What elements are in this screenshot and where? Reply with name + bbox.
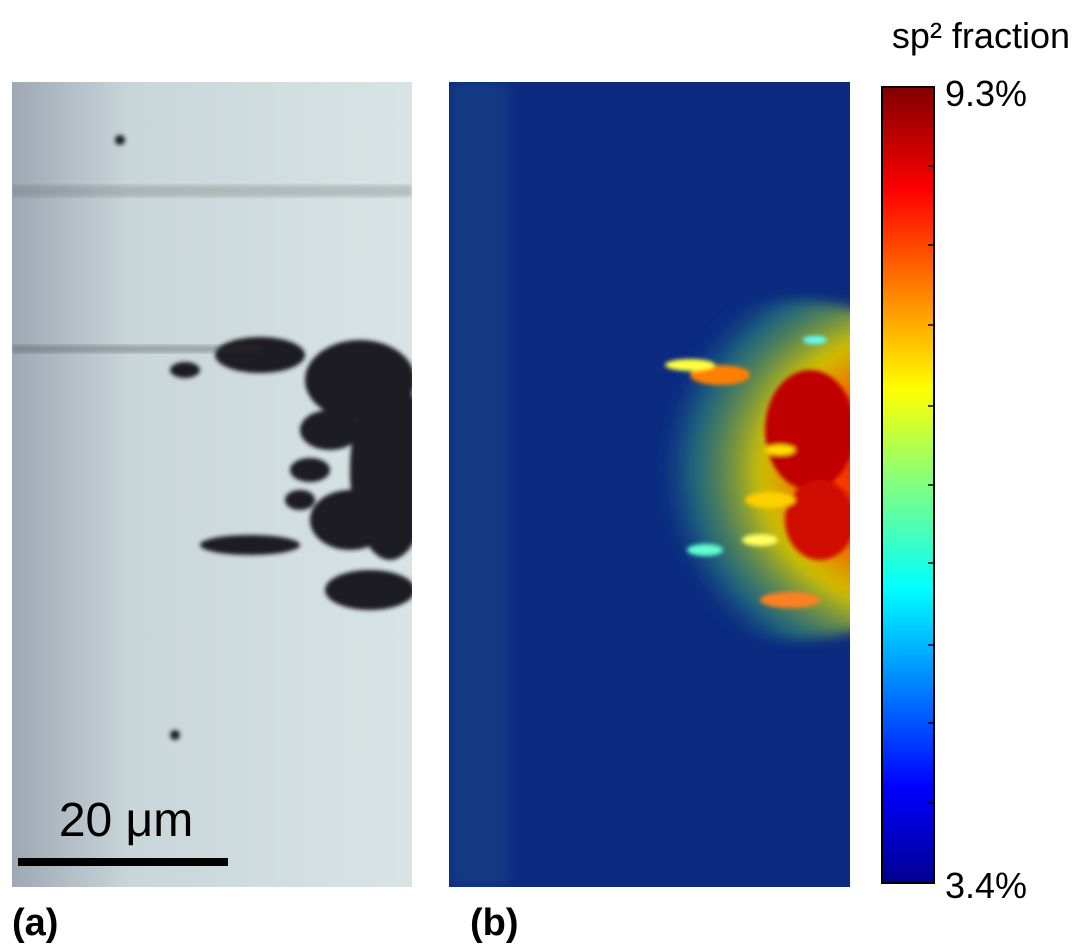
colorbar-min: 3.4% — [945, 865, 1027, 906]
colorbar — [881, 86, 935, 884]
colorbar-title: sp² fraction — [892, 15, 1070, 56]
colorbar-max: 9.3% — [945, 73, 1027, 114]
colorbar-ticks — [928, 165, 934, 804]
panel-label: (a) — [12, 902, 58, 944]
scale-label: 20 μm — [59, 794, 193, 847]
raman-map — [449, 82, 850, 887]
micrograph — [12, 82, 412, 887]
panel-label: (b) — [470, 902, 519, 944]
